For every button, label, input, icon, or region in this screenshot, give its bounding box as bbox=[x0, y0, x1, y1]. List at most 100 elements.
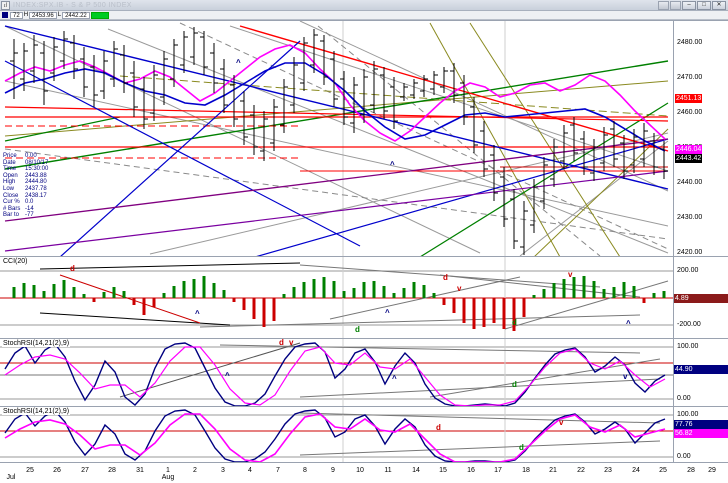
readout-value: 2438.17 bbox=[25, 192, 47, 199]
readout-row: Close 2438.17 bbox=[3, 193, 48, 200]
x-axis-label: 15 bbox=[439, 467, 447, 474]
x-axis-label: 28 bbox=[108, 467, 116, 474]
readout-row: Low 2437.78 bbox=[3, 186, 48, 193]
x-axis-label: 31 bbox=[136, 467, 144, 474]
price-plot-area[interactable]: Price 0.00 Date 08/10/17 Time 15:30:00 Open… bbox=[0, 21, 673, 256]
readout-value: 0.00 bbox=[25, 153, 37, 159]
high-value-field[interactable]: 2453.96 bbox=[29, 11, 57, 19]
stochrsi-1-scale[interactable]: 100.00 0.00 44.90 bbox=[673, 339, 728, 406]
x-axis-label: 17 bbox=[494, 467, 502, 474]
cci-annotation-up: ^ bbox=[385, 308, 390, 317]
readout-row: Cur % 0.0 bbox=[3, 199, 48, 206]
readout-value: 08/10/17 bbox=[25, 159, 49, 166]
x-axis-label: 25 bbox=[26, 467, 34, 474]
stochrsi-1-annotation-d: d bbox=[512, 380, 517, 389]
status-indicator bbox=[90, 11, 109, 19]
stochrsi-2-pane[interactable]: StochRSI(14,21(2),9) d v d 100.00 0.00 7… bbox=[0, 406, 728, 462]
price-tick: 2430.00 bbox=[677, 214, 703, 221]
stochrsi-1-value-tag: 44.90 bbox=[674, 365, 728, 374]
stochrsi-2-indicator-label: StochRSI(14,21(2),9) bbox=[2, 408, 71, 415]
readout-value: 15:30:00 bbox=[25, 166, 49, 173]
low-label: L bbox=[57, 12, 62, 18]
readout-row: Bar to -77 bbox=[3, 212, 48, 219]
readout-key: Open bbox=[3, 172, 18, 179]
price-tick: 2440.00 bbox=[677, 179, 703, 186]
low-value-field[interactable]: 2442.22 bbox=[62, 11, 90, 19]
x-axis-label: 28 bbox=[687, 467, 695, 474]
quote-bar: 72 H 2453.96 L 2442.22 bbox=[0, 11, 728, 20]
window-title: INDEX:SPX.IB - S & P 500 INDEX bbox=[13, 1, 132, 9]
price-tick: 2470.00 bbox=[677, 74, 703, 81]
cci-annotation-up: ^ bbox=[195, 309, 200, 318]
readout-key: High bbox=[3, 179, 16, 186]
cci-annotation-d: d bbox=[443, 273, 448, 282]
close-button[interactable]: ✕ bbox=[712, 0, 726, 10]
minimize-button[interactable]: – bbox=[682, 0, 696, 10]
bars-count-field[interactable]: 72 bbox=[10, 11, 23, 19]
readout-row: High 2444.80 bbox=[3, 179, 48, 186]
stochrsi-1-pane[interactable]: StochRSI(14,21(2),9) d v ^ ^ d v bbox=[0, 338, 728, 406]
stochrsi-1-annotation-d: d bbox=[279, 339, 284, 347]
price-tick: 2460.00 bbox=[677, 109, 703, 116]
x-axis[interactable]: Jul Aug 25 26 27 28 31 1 2 3 4 7 8 9 10 … bbox=[0, 462, 728, 483]
x-axis-month-mid: Aug bbox=[161, 474, 175, 481]
x-axis-label: 27 bbox=[81, 467, 89, 474]
stochrsi-2-annotation-d: d bbox=[436, 423, 441, 432]
stochrsi-2-tick: 100.00 bbox=[677, 411, 699, 418]
stochrsi-1-tick: 100.00 bbox=[677, 343, 699, 350]
readout-row: Open 2443.88 bbox=[3, 173, 48, 180]
readout-key: Bar to bbox=[3, 212, 20, 219]
chart-annotation-up: ^ bbox=[236, 58, 241, 67]
readout-key: Low bbox=[3, 185, 15, 192]
price-scale[interactable]: 2480.00 2470.00 2460.00 2450.00 2440.00 … bbox=[673, 21, 728, 256]
x-axis-label: 3 bbox=[221, 467, 225, 474]
toolbar-icon-b[interactable] bbox=[670, 0, 681, 10]
readout-row: Time 15:30:00 bbox=[3, 166, 48, 173]
readout-value: 2444.80 bbox=[25, 179, 47, 186]
x-axis-label: 2 bbox=[193, 467, 197, 474]
x-axis-label: 21 bbox=[549, 467, 557, 474]
window-controls: – □ ✕ bbox=[682, 0, 726, 10]
cci-plot-area[interactable]: d d v v ^ ^ ^ d d bbox=[0, 257, 673, 338]
stochrsi-1-tick: 0.00 bbox=[677, 395, 691, 402]
price-tick: 2480.00 bbox=[677, 39, 703, 46]
readout-row: Date 08/10/17 bbox=[3, 160, 48, 167]
x-axis-label: 8 bbox=[303, 467, 307, 474]
stochrsi-2-scale[interactable]: 100.00 0.00 77.76 56.82 bbox=[673, 407, 728, 462]
chart-annotation-up: ^ bbox=[390, 160, 395, 169]
cci-value-tag: 4.89 bbox=[674, 294, 728, 303]
price-tick: 2420.00 bbox=[677, 249, 703, 256]
symbol-swatch-icon bbox=[2, 12, 8, 18]
cci-scale[interactable]: 200.00 -200.00 4.89 bbox=[673, 257, 728, 338]
stochrsi-2-chart-svg bbox=[0, 407, 673, 462]
readout-value: -14 bbox=[25, 205, 34, 212]
maximize-button[interactable]: □ bbox=[697, 0, 711, 10]
readout-key: Date bbox=[3, 159, 16, 166]
stochrsi-2-plot-area[interactable]: d v d bbox=[0, 407, 673, 462]
x-axis-label: 25 bbox=[659, 467, 667, 474]
readout-value: 2437.78 bbox=[25, 185, 47, 192]
readout-row: Price 0.00 bbox=[3, 153, 48, 160]
stochrsi-2-d-tag: 56.82 bbox=[674, 429, 728, 438]
x-axis-label: 22 bbox=[577, 467, 585, 474]
price-tag-high: 2451.13 bbox=[675, 94, 703, 103]
x-axis-month-start: Jul bbox=[6, 474, 16, 481]
candlestick-series bbox=[10, 27, 668, 255]
cci-histogram-series bbox=[12, 276, 666, 331]
stochrsi-2-tick: 0.00 bbox=[677, 453, 691, 460]
cci-annotation-up: ^ bbox=[626, 319, 631, 328]
stochrsi-1-annotation-up: ^ bbox=[225, 371, 230, 380]
readout-key: Cur % bbox=[3, 199, 20, 206]
readout-key: Time bbox=[3, 166, 17, 173]
price-pane[interactable]: Price 0.00 Date 08/10/17 Time 15:30:00 Open… bbox=[0, 20, 728, 256]
cci-pane[interactable]: CCI(20) bbox=[0, 256, 728, 338]
price-chart-svg bbox=[4, 21, 669, 256]
chart-annotation-v: v bbox=[306, 21, 310, 23]
high-label: H bbox=[23, 12, 29, 18]
readout-key: Close bbox=[3, 192, 19, 199]
stochrsi-1-annotation-v: v bbox=[289, 339, 294, 347]
toolbar-icon-a[interactable] bbox=[658, 0, 669, 10]
stochrsi-1-plot-area[interactable]: d v ^ ^ d v bbox=[0, 339, 673, 406]
cci-chart-svg bbox=[0, 257, 673, 338]
